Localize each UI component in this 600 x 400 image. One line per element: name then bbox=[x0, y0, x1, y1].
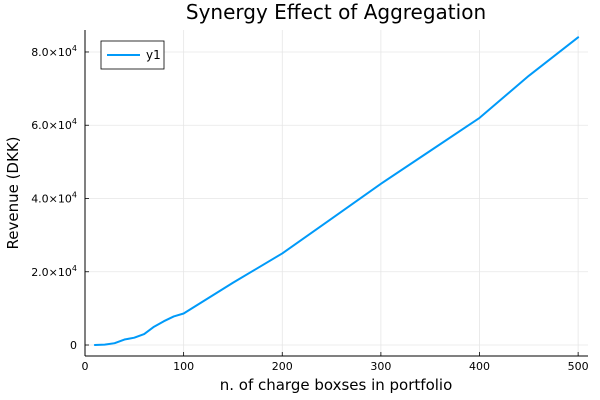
x-tick-label: 300 bbox=[370, 360, 391, 373]
y-tick-exponent: 4 bbox=[72, 44, 77, 53]
ticks: 0 100 200 300 400 50002.0×1044.0×1046.0×1048.… bbox=[31, 44, 588, 373]
x-tick-label: 500 bbox=[568, 360, 589, 373]
y-tick-label: 8.0×104 bbox=[31, 44, 77, 59]
y-tick-label: 4.0×104 bbox=[31, 190, 77, 205]
y-tick-mantissa: 0 bbox=[70, 339, 77, 352]
grid-lines bbox=[84, 30, 588, 356]
chart-title: Synergy Effect of Aggregation bbox=[186, 0, 486, 24]
y-tick-exponent: 4 bbox=[72, 264, 77, 273]
legend-label-y1: y1 bbox=[146, 48, 161, 62]
x-tick-label: 400 bbox=[469, 360, 490, 373]
x-tick-label: 100 bbox=[173, 360, 194, 373]
y-tick-mantissa: 8.0×10 bbox=[31, 46, 72, 59]
y-tick-mantissa: 6.0×10 bbox=[31, 119, 72, 132]
y-tick-mantissa: 2.0×10 bbox=[31, 266, 72, 279]
series bbox=[93, 36, 580, 347]
y-tick-exponent: 4 bbox=[72, 117, 77, 126]
series-line-y1 bbox=[93, 36, 580, 347]
axes bbox=[84, 30, 588, 357]
x-tick-label: 200 bbox=[272, 360, 293, 373]
y-tick-label: 2.0×104 bbox=[31, 264, 77, 279]
y-tick-label: 6.0×104 bbox=[31, 117, 77, 132]
x-tick-label: 0 bbox=[82, 360, 89, 373]
y-tick-label: 0 bbox=[70, 339, 77, 352]
y-tick-exponent: 4 bbox=[72, 190, 77, 199]
y-axis-label: Revenue (DKK) bbox=[4, 136, 22, 249]
legend: y1 bbox=[100, 40, 165, 70]
y-tick-mantissa: 4.0×10 bbox=[31, 192, 72, 205]
x-axis-label: n. of charge boxses in portfolio bbox=[220, 376, 453, 394]
